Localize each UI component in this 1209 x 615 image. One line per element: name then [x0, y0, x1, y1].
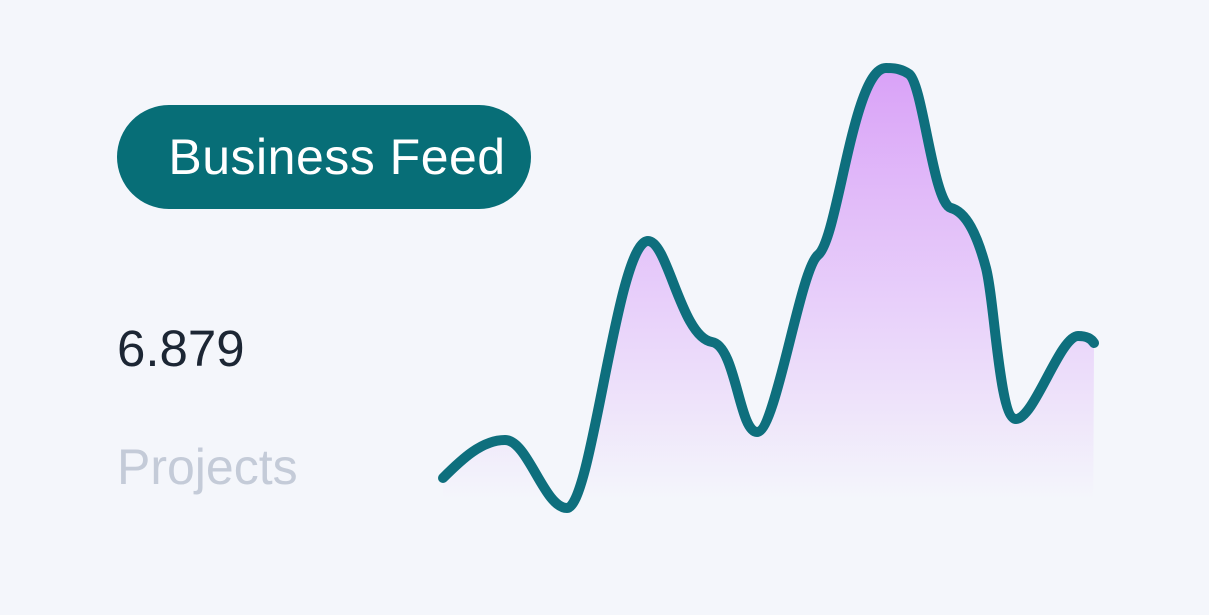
chart-line	[438, 63, 1099, 513]
business-feed-badge-label: Business Feed	[168, 129, 506, 185]
projects-count: 6.879	[117, 320, 245, 377]
chart-area-fill	[443, 68, 1094, 552]
projects-label: Projects	[117, 439, 298, 495]
business-feed-badge[interactable]: Business Feed	[117, 105, 531, 209]
